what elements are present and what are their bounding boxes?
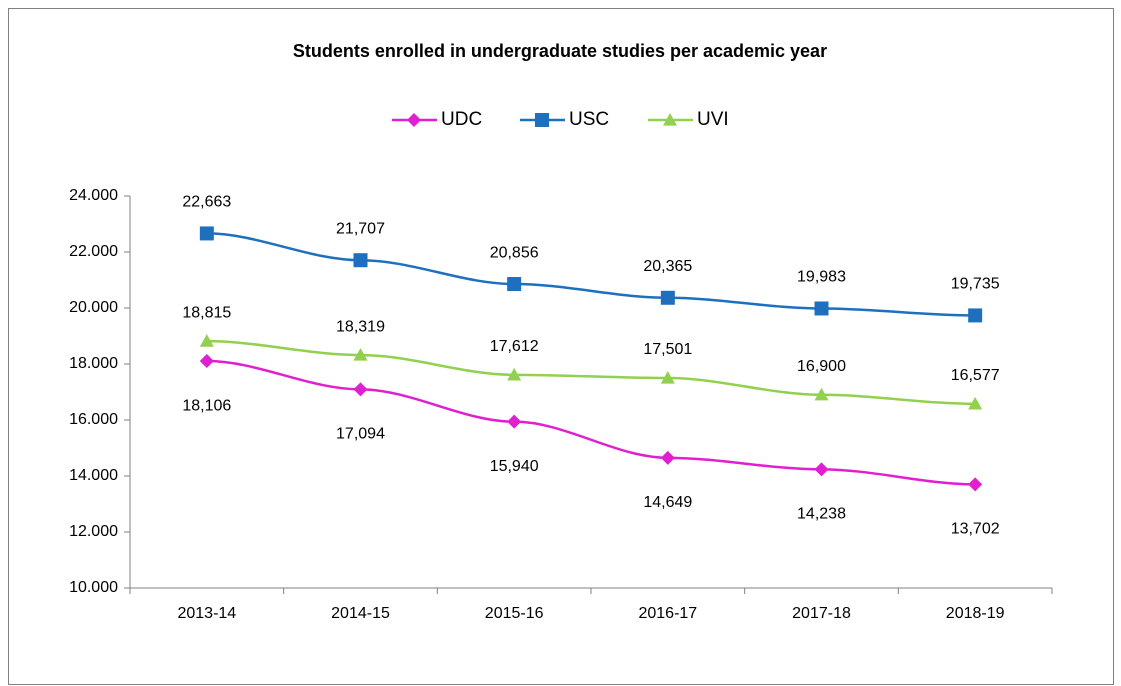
legend-label: UVI (697, 109, 729, 130)
x-tick-label: 2013-14 (177, 605, 236, 622)
data-point (199, 334, 214, 347)
data-label: 18,815 (182, 304, 231, 321)
data-point (507, 277, 522, 292)
data-label: 20,365 (643, 258, 692, 275)
x-tick-label: 2018-19 (946, 605, 1005, 622)
data-label: 17,612 (490, 338, 539, 355)
x-tick-label: 2014-15 (331, 605, 390, 622)
data-label: 17,094 (336, 426, 385, 443)
chart-border (8, 8, 1114, 685)
data-label: 15,940 (490, 458, 539, 475)
data-point (660, 290, 675, 305)
data-label: 14,649 (643, 494, 692, 511)
data-point (353, 382, 368, 397)
data-point (968, 308, 983, 323)
data-label: 22,663 (182, 194, 231, 211)
data-label: 18,106 (182, 397, 231, 414)
data-label: 19,983 (797, 269, 846, 286)
data-label: 18,319 (336, 318, 385, 335)
data-point (199, 226, 214, 241)
legend-marker (407, 113, 421, 127)
data-point (660, 370, 675, 384)
data-point (199, 354, 214, 369)
data-label: 13,702 (951, 521, 1000, 538)
data-label: 16,577 (951, 367, 1000, 384)
data-label: 17,501 (643, 341, 692, 358)
data-point (660, 450, 675, 465)
legend-label: USC (569, 109, 609, 130)
series-line (206, 232, 976, 317)
y-tick-label: 22.000 (69, 243, 118, 260)
y-tick-label: 18.000 (69, 355, 118, 372)
x-tick-label: 2017-18 (792, 605, 851, 622)
data-label: 19,735 (951, 276, 1000, 293)
x-tick-label: 2016-17 (638, 605, 697, 622)
data-point (968, 477, 983, 492)
chart-title: Students enrolled in undergraduate studi… (293, 41, 827, 61)
series-line (206, 359, 976, 486)
data-point (507, 367, 522, 381)
y-tick-label: 10.000 (69, 579, 118, 596)
data-label: 20,856 (490, 244, 539, 261)
y-tick-label: 16.000 (69, 411, 118, 428)
data-point (814, 462, 829, 477)
legend-label: UDC (441, 109, 482, 130)
data-label: 14,238 (797, 506, 846, 523)
y-tick-label: 12.000 (69, 523, 118, 540)
y-tick-label: 20.000 (69, 299, 118, 316)
data-point (353, 253, 368, 268)
y-tick-label: 14.000 (69, 467, 118, 484)
legend-marker (535, 113, 549, 127)
data-point (814, 387, 829, 401)
data-label: 16,900 (797, 358, 846, 375)
data-point (507, 414, 522, 429)
y-tick-label: 24.000 (69, 187, 118, 204)
x-tick-label: 2015-16 (485, 605, 544, 622)
legend-marker (663, 113, 677, 126)
data-label: 21,707 (336, 220, 385, 237)
data-point (353, 348, 368, 361)
data-point (968, 396, 983, 410)
data-point (814, 301, 829, 316)
series-line (206, 339, 976, 406)
